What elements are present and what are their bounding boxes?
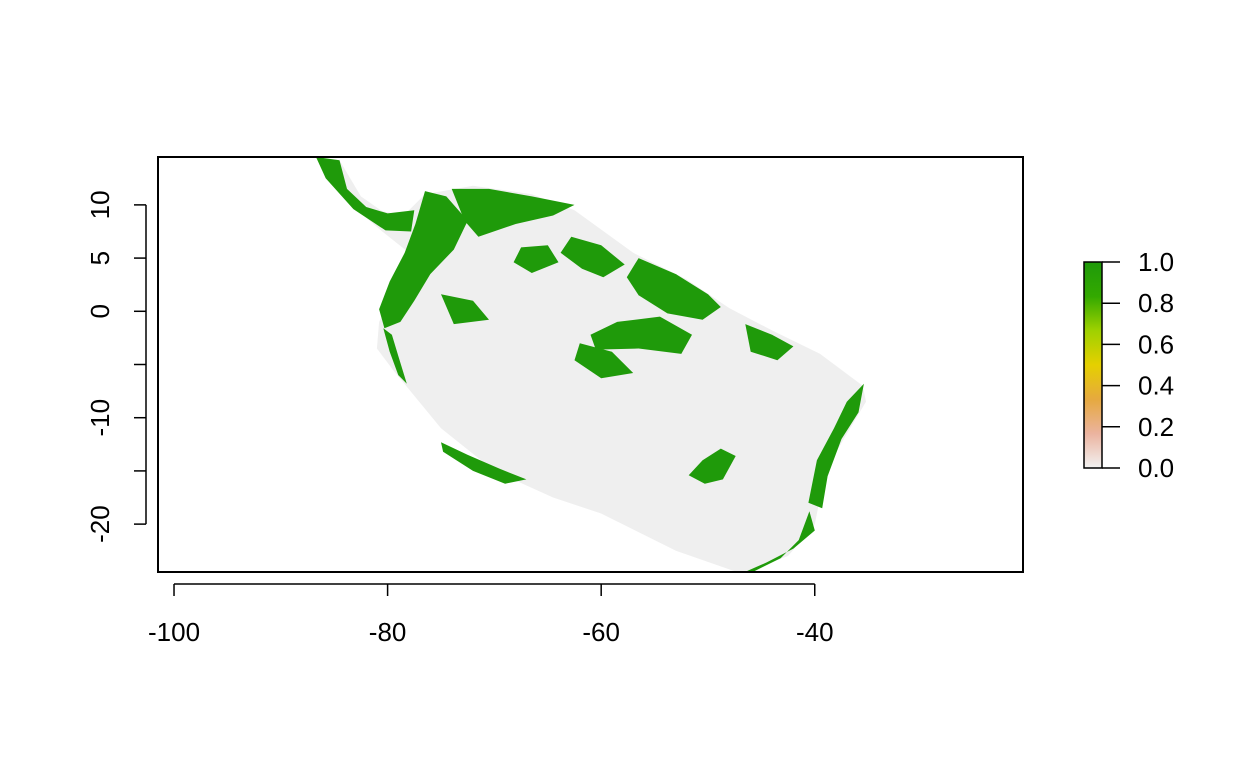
legend-tick-label: 1.0 — [1138, 247, 1174, 277]
y-tick-label: -20 — [85, 505, 115, 543]
presence-patch-3 — [451, 188, 575, 237]
legend-tick-label: 0.6 — [1138, 329, 1174, 359]
legend-tick-label: 0.8 — [1138, 288, 1174, 318]
y-tick-label: -10 — [85, 399, 115, 437]
presence-patch-13 — [513, 245, 559, 273]
legend-tick-label: 0.4 — [1138, 371, 1174, 401]
presence-patch-9 — [808, 383, 864, 509]
presence-patch-10 — [744, 511, 815, 572]
presence-patch-7 — [590, 316, 692, 354]
presence-patch-4 — [383, 328, 407, 384]
x-tick-label: -40 — [796, 617, 834, 647]
presence-patch-8 — [745, 324, 794, 361]
legend-tick-label: 0.2 — [1138, 412, 1174, 442]
plot-frame — [157, 156, 1024, 573]
color-legend: 1.0 0.8 0.6 0.4 0.2 0.0 — [1083, 247, 1174, 483]
y-tick-label: 0 — [85, 304, 115, 318]
presence-patch-5 — [560, 236, 625, 278]
presence-patch-11 — [688, 448, 736, 484]
presence-patch-2 — [379, 191, 468, 329]
presence-patch-1 — [316, 157, 415, 232]
y-tick-label: 10 — [85, 190, 115, 219]
map-data-layer — [316, 157, 866, 572]
legend-tick-label: 0.0 — [1138, 453, 1174, 483]
legend-color-bar — [1083, 261, 1103, 469]
y-tick-label: 5 — [85, 251, 115, 265]
x-tick-label: -100 — [148, 617, 200, 647]
presence-patch-6 — [626, 258, 721, 320]
presence-patch-14 — [441, 294, 489, 325]
y-axis: 10 5 0 -10 -20 — [85, 190, 147, 543]
x-tick-label: -80 — [369, 617, 407, 647]
presence-patch-12 — [441, 442, 527, 484]
x-tick-label: -60 — [582, 617, 620, 647]
x-axis: -100 -80 -60 -40 — [148, 583, 834, 647]
presence-patch-15 — [574, 343, 634, 379]
